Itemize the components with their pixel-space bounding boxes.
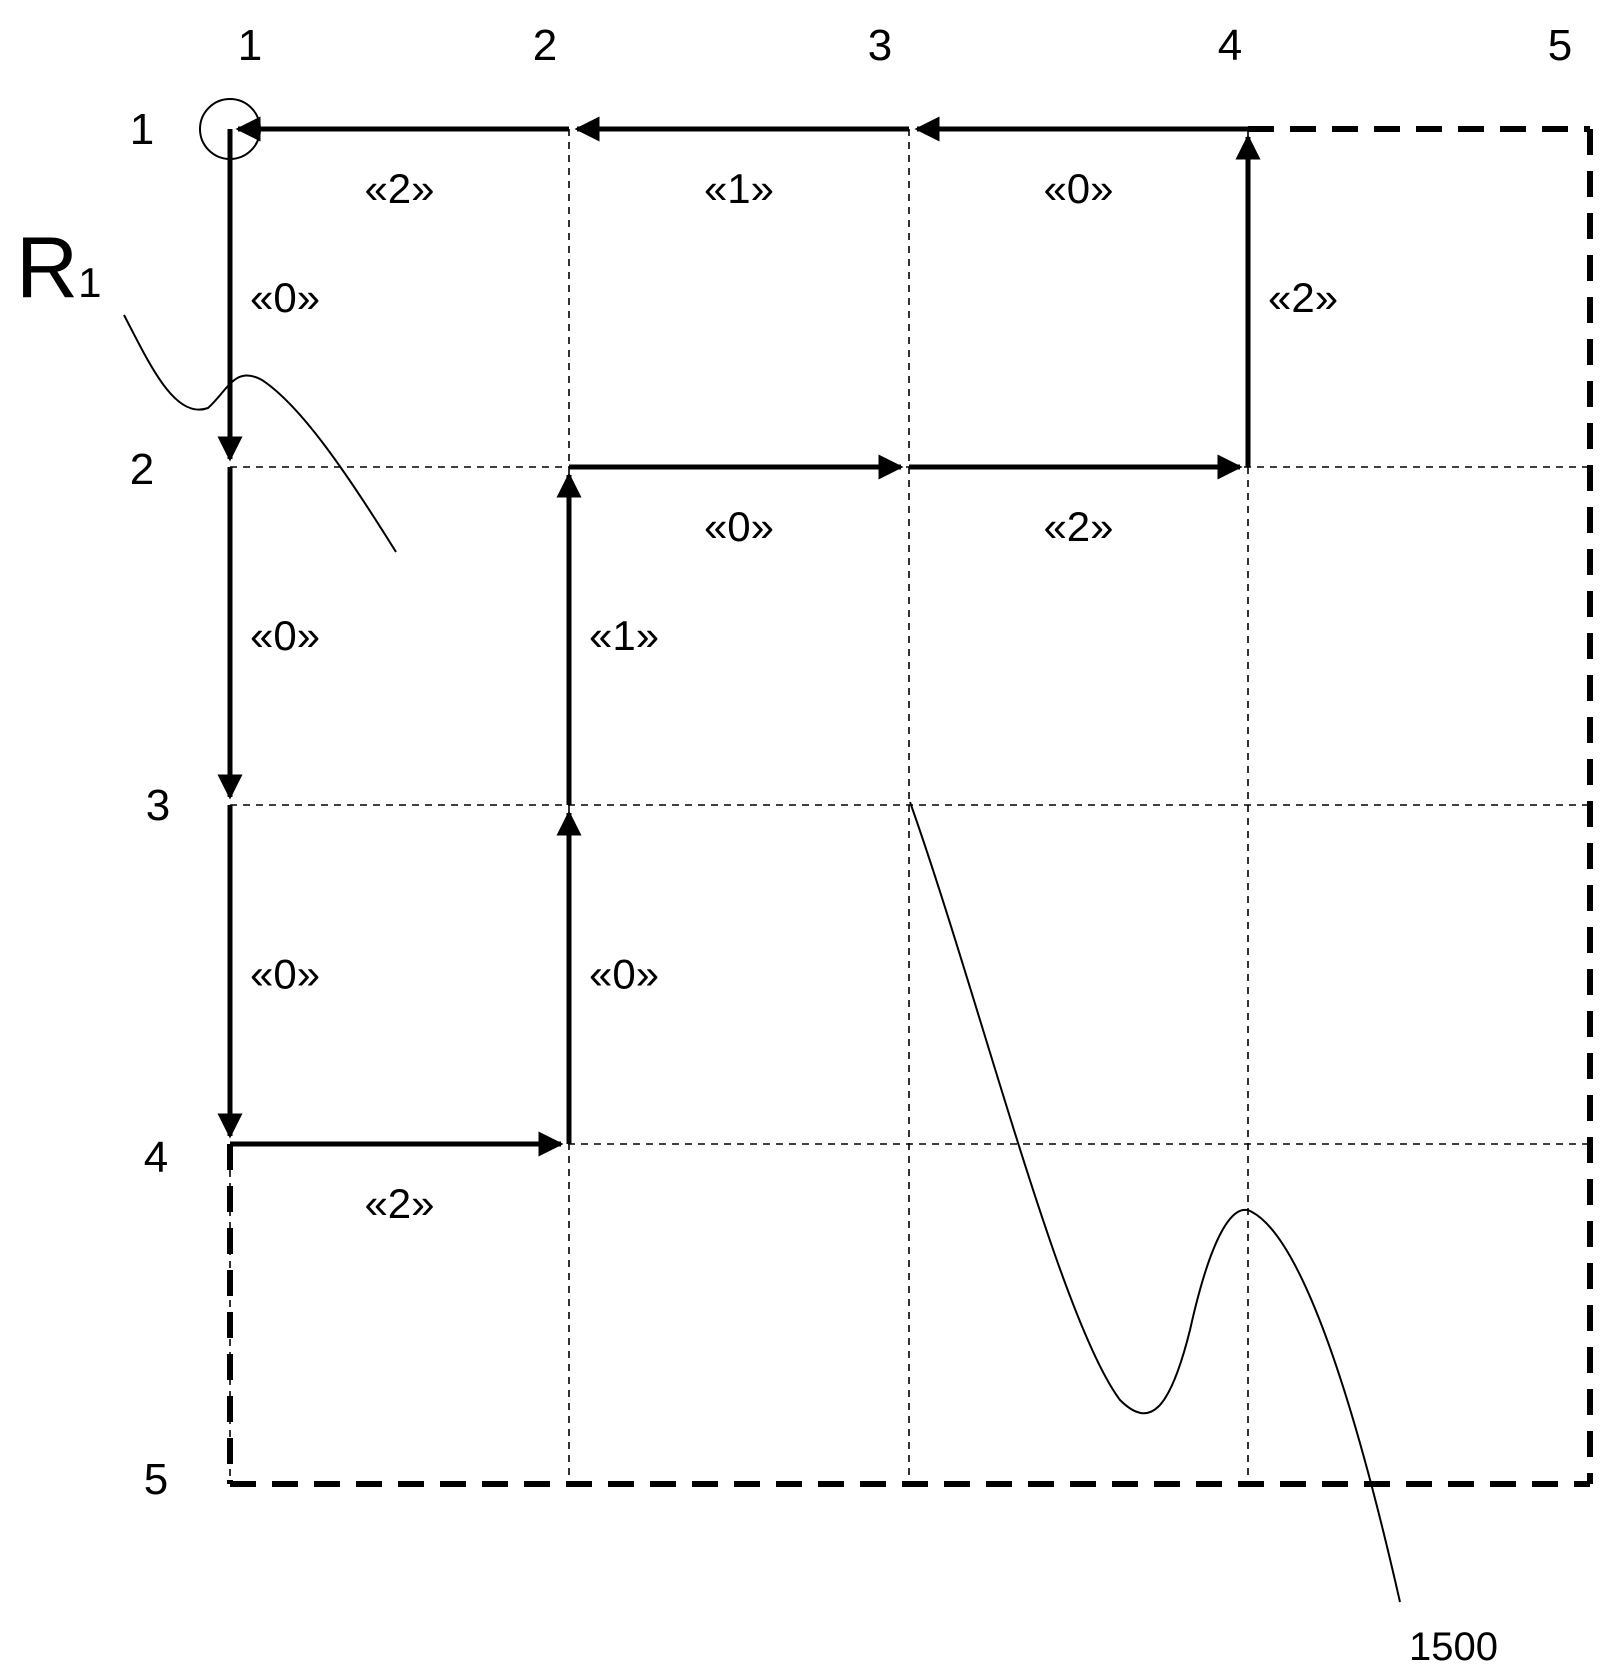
grid-lines bbox=[229, 129, 1590, 1484]
edge-label-6: «1» bbox=[589, 612, 659, 659]
edge-label-1: «0» bbox=[250, 274, 320, 321]
edge-label-4: «2» bbox=[364, 1180, 434, 1227]
edge-label-8: «2» bbox=[1043, 503, 1113, 550]
row-label-4: 4 bbox=[144, 1133, 168, 1182]
reference-number-1500: 1500 bbox=[1409, 1625, 1498, 1669]
column-label-3: 3 bbox=[868, 21, 892, 70]
edge-labels: «0» «0» «0» «2» «0» «1» «0» «2» «2» «0» «1» «2» bbox=[250, 165, 1338, 1227]
edge-label-10: «0» bbox=[1043, 165, 1113, 212]
edge-label-12: «2» bbox=[364, 165, 434, 212]
reference-R-label: R1 bbox=[16, 220, 101, 316]
edge-label-9: «2» bbox=[1268, 274, 1338, 321]
edge-label-11: «1» bbox=[704, 165, 774, 212]
row-label-5: 5 bbox=[144, 1455, 168, 1504]
column-label-4: 4 bbox=[1218, 21, 1242, 70]
column-label-2: 2 bbox=[533, 21, 557, 70]
grid-border bbox=[227, 126, 1593, 1487]
edge-label-3: «0» bbox=[250, 951, 320, 998]
edge-label-2: «0» bbox=[250, 612, 320, 659]
column-label-1: 1 bbox=[238, 21, 262, 70]
reference-R-leader-line bbox=[123, 314, 397, 553]
reference-1500-leader-line bbox=[909, 801, 1401, 1603]
column-label-5: 5 bbox=[1548, 21, 1572, 70]
row-labels: 1 2 3 4 5 bbox=[130, 105, 170, 1504]
edge-label-7: «0» bbox=[704, 503, 774, 550]
edge-label-5: «0» bbox=[589, 951, 659, 998]
start-marker-circle bbox=[199, 98, 261, 160]
row-label-2: 2 bbox=[130, 445, 154, 494]
row-label-3: 3 bbox=[146, 781, 170, 830]
row-label-1: 1 bbox=[130, 105, 154, 154]
path-edges bbox=[217, 116, 1261, 1157]
column-labels: 1 2 3 4 5 bbox=[238, 21, 1572, 70]
